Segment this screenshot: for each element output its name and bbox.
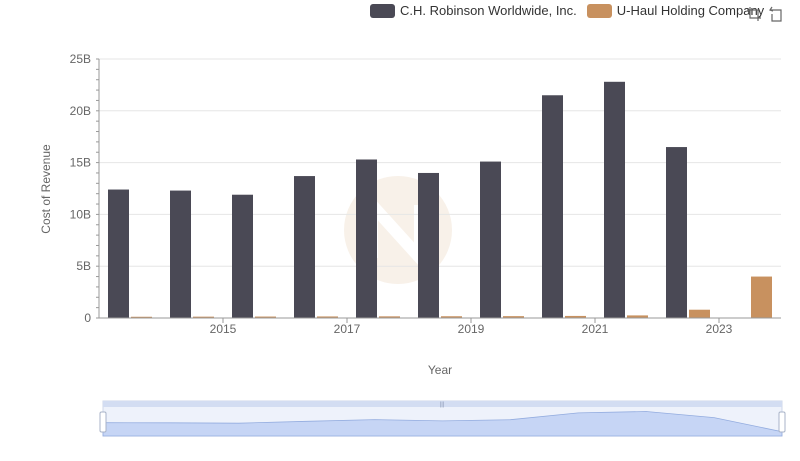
data-zoom-grip-icon[interactable]: ||| xyxy=(440,402,445,408)
bar-ch-robinson-2019[interactable] xyxy=(418,172,439,318)
x-tick-label: 2021 xyxy=(582,322,609,336)
bar-ch-robinson-2018[interactable] xyxy=(356,159,377,318)
x-tick-label: 2019 xyxy=(458,322,485,336)
bar-uhaul-2017[interactable] xyxy=(317,316,338,318)
y-tick-label: 10B xyxy=(70,207,91,221)
legend: C.H. Robinson Worldwide, Inc. U-Haul Hol… xyxy=(370,3,774,18)
bar-uhaul-2022[interactable] xyxy=(627,315,648,318)
legend-label-uhaul: U-Haul Holding Company xyxy=(616,3,765,18)
bars xyxy=(108,81,772,319)
zoom-select-icon[interactable] xyxy=(746,6,762,22)
x-axis-label: Year xyxy=(428,363,452,377)
x-tick-label: 2017 xyxy=(334,322,361,336)
bar-uhaul-2023[interactable] xyxy=(689,309,710,318)
bar-uhaul-2014[interactable] xyxy=(131,316,152,318)
data-zoom-left-handle[interactable] xyxy=(99,411,107,433)
data-zoom-right-handle[interactable] xyxy=(778,411,786,433)
legend-item-ch-robinson[interactable]: C.H. Robinson Worldwide, Inc. xyxy=(370,3,577,18)
bar-ch-robinson-2016[interactable] xyxy=(232,194,253,318)
bar-uhaul-2024[interactable] xyxy=(751,276,772,318)
legend-swatch-ch-robinson xyxy=(370,3,395,18)
toolbox xyxy=(746,6,784,22)
data-zoom-preview-area xyxy=(102,411,783,437)
bar-uhaul-2018[interactable] xyxy=(379,316,400,318)
legend-label-ch-robinson: C.H. Robinson Worldwide, Inc. xyxy=(400,3,577,18)
axes: 0 5B 10B 15B 20B 25B 2015 2017 2019 2021 2023 xyxy=(70,52,781,336)
bar-uhaul-2020[interactable] xyxy=(503,316,524,318)
bar-ch-robinson-2015[interactable] xyxy=(170,190,191,318)
x-tick-label: 2015 xyxy=(210,322,237,336)
y-tick-label: 15B xyxy=(70,156,91,170)
y-axis-label: Cost of Revenue xyxy=(39,144,53,234)
bar-ch-robinson-2022[interactable] xyxy=(604,81,625,319)
bar-uhaul-2019[interactable] xyxy=(441,316,462,318)
data-zoom-handle-bar[interactable] xyxy=(103,401,782,407)
y-tick-label: 0 xyxy=(84,311,91,325)
bar-ch-robinson-2020[interactable] xyxy=(480,161,501,318)
bar-uhaul-2021[interactable] xyxy=(565,315,586,318)
y-tick-label: 20B xyxy=(70,104,91,118)
x-tick-label: 2023 xyxy=(706,322,733,336)
y-tick-label: 25B xyxy=(70,52,91,66)
restore-icon[interactable] xyxy=(768,6,784,22)
data-zoom-slider[interactable]: ||| xyxy=(99,400,786,437)
legend-item-uhaul[interactable]: U-Haul Holding Company xyxy=(586,3,765,18)
bar-ch-robinson-2021[interactable] xyxy=(542,95,563,318)
bar-ch-robinson-2014[interactable] xyxy=(108,189,129,318)
legend-swatch-uhaul xyxy=(586,3,612,18)
bar-ch-robinson-2017[interactable] xyxy=(294,176,315,318)
y-tick-label: 5B xyxy=(76,259,91,273)
bar-uhaul-2016[interactable] xyxy=(255,316,276,318)
bar-uhaul-2015[interactable] xyxy=(193,316,214,318)
bar-ch-robinson-2023[interactable] xyxy=(666,147,687,318)
